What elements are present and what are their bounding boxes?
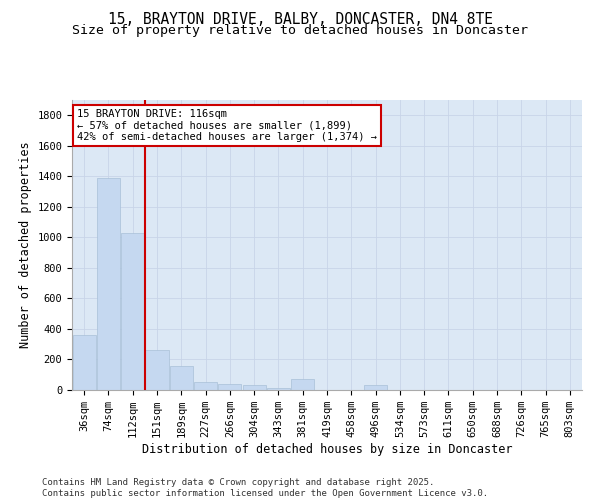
Bar [267,388,290,390]
Bar [218,384,241,390]
Y-axis label: Number of detached properties: Number of detached properties [19,142,32,348]
Bar [364,384,387,390]
Text: Contains HM Land Registry data © Crown copyright and database right 2025.
Contai: Contains HM Land Registry data © Crown c… [42,478,488,498]
Bar [170,366,193,390]
Text: Size of property relative to detached houses in Doncaster: Size of property relative to detached ho… [72,24,528,37]
Bar [121,233,144,390]
Bar [73,335,95,390]
Bar [145,350,169,390]
X-axis label: Distribution of detached houses by size in Doncaster: Distribution of detached houses by size … [142,443,512,456]
Bar [242,386,266,390]
Text: 15, BRAYTON DRIVE, BALBY, DONCASTER, DN4 8TE: 15, BRAYTON DRIVE, BALBY, DONCASTER, DN4… [107,12,493,28]
Bar [194,382,217,390]
Text: 15 BRAYTON DRIVE: 116sqm
← 57% of detached houses are smaller (1,899)
42% of sem: 15 BRAYTON DRIVE: 116sqm ← 57% of detach… [77,108,377,142]
Bar [97,178,120,390]
Bar [291,380,314,390]
